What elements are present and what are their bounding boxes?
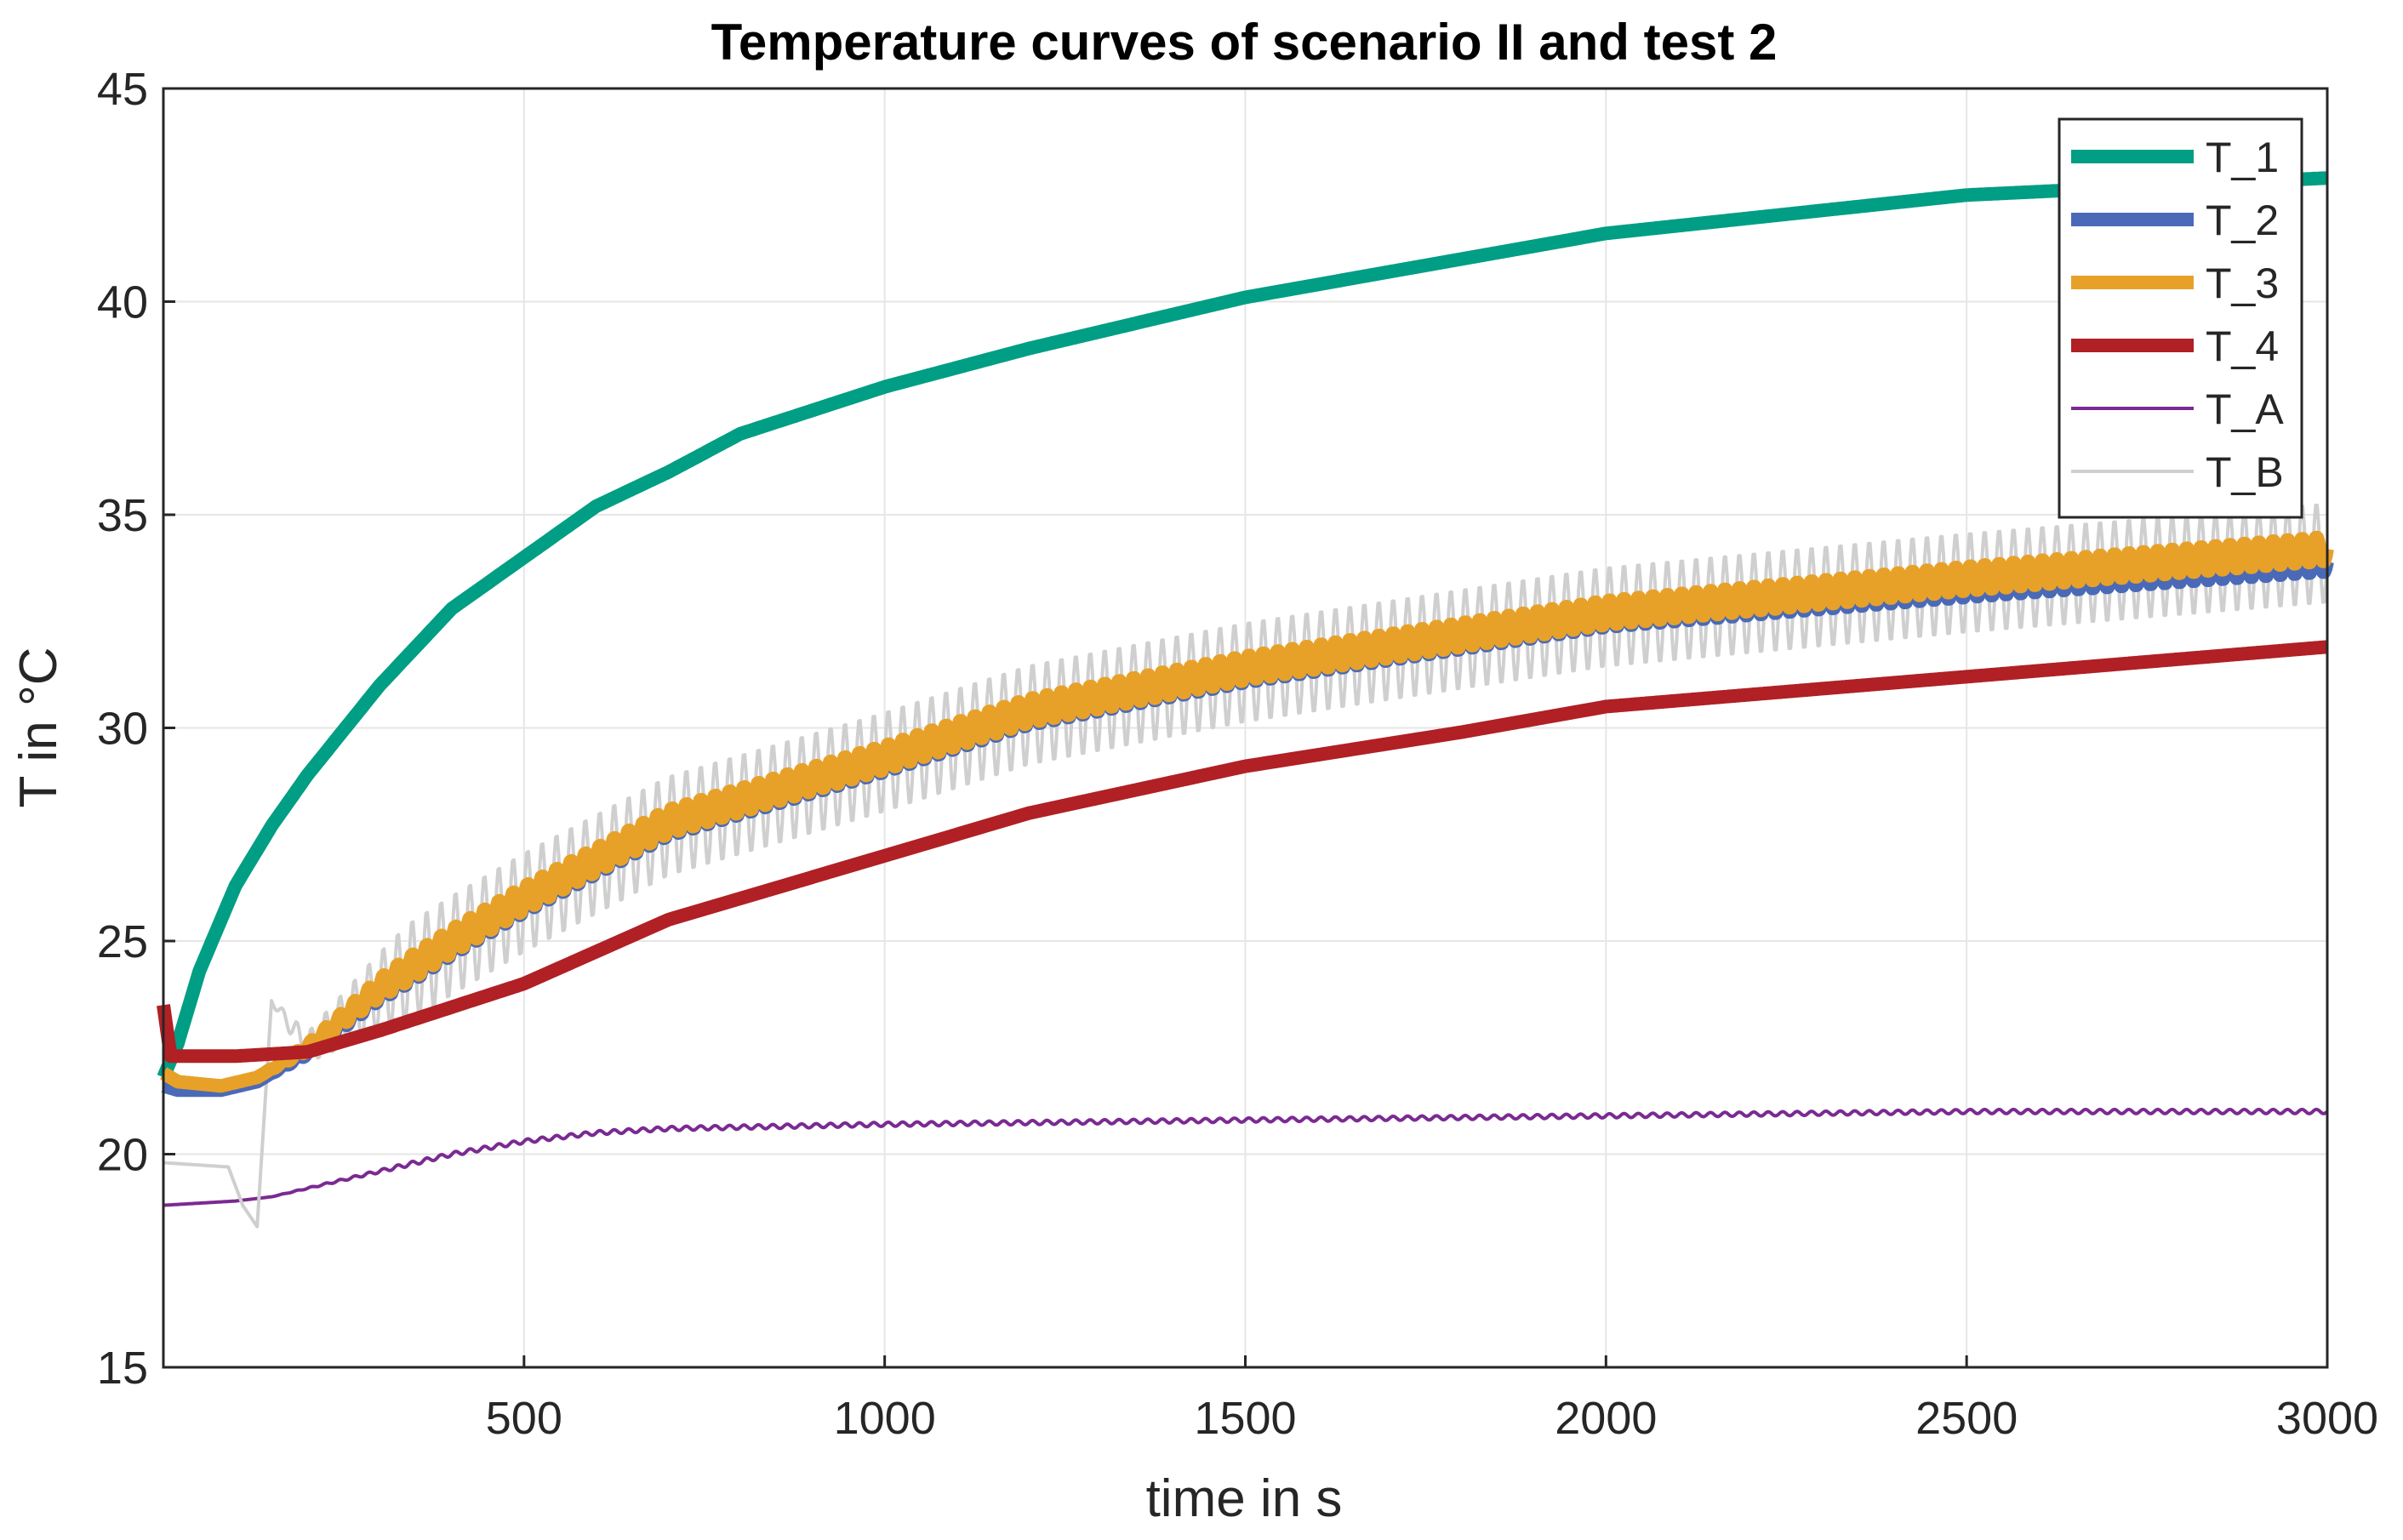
x-axis-label: time in s <box>1146 1469 1343 1528</box>
y-tick-label: 30 <box>97 704 148 755</box>
x-tick-label: 1000 <box>834 1393 936 1444</box>
y-tick-label: 20 <box>97 1130 148 1181</box>
x-tick-label: 1500 <box>1194 1393 1296 1444</box>
y-axis-label: T in °C <box>9 647 68 807</box>
series-line-t-3 <box>157 530 2334 1093</box>
y-tick-label: 15 <box>97 1343 148 1394</box>
y-tick-label: 35 <box>97 490 148 541</box>
y-tick-label: 40 <box>97 277 148 328</box>
chart-title: Temperature curves of scenario II and te… <box>711 14 1778 71</box>
x-tick-label: 500 <box>486 1393 562 1444</box>
legend-label-t-a: T_A <box>2206 385 2284 433</box>
legend-label-t-1: T_1 <box>2206 134 2279 181</box>
x-tick-label: 2500 <box>1915 1393 2018 1444</box>
series-lines <box>157 171 2334 1229</box>
x-tick-label: 3000 <box>2276 1393 2378 1444</box>
legend-box <box>2058 117 2303 519</box>
series-line-t-4 <box>157 640 2333 1064</box>
legend-label-t-b: T_B <box>2206 448 2284 496</box>
y-tick-label: 25 <box>97 916 148 967</box>
legend-label-t-4: T_4 <box>2206 322 2279 370</box>
x-tick-label: 2000 <box>1555 1393 1657 1444</box>
y-tick-label: 45 <box>97 64 148 115</box>
legend-label-t-2: T_2 <box>2206 197 2279 244</box>
series-line-t-1 <box>157 171 2333 1081</box>
axis-ticks: 500 1000 1500 2000 2500 3000 15 20 25 30 35 40 45 <box>97 64 2378 1444</box>
legend: T_1 T_2 T_3 T_4 T_A T_B <box>2058 117 2303 519</box>
series-line-t-a <box>163 1108 2329 1207</box>
legend-label-t-3: T_3 <box>2206 260 2279 307</box>
